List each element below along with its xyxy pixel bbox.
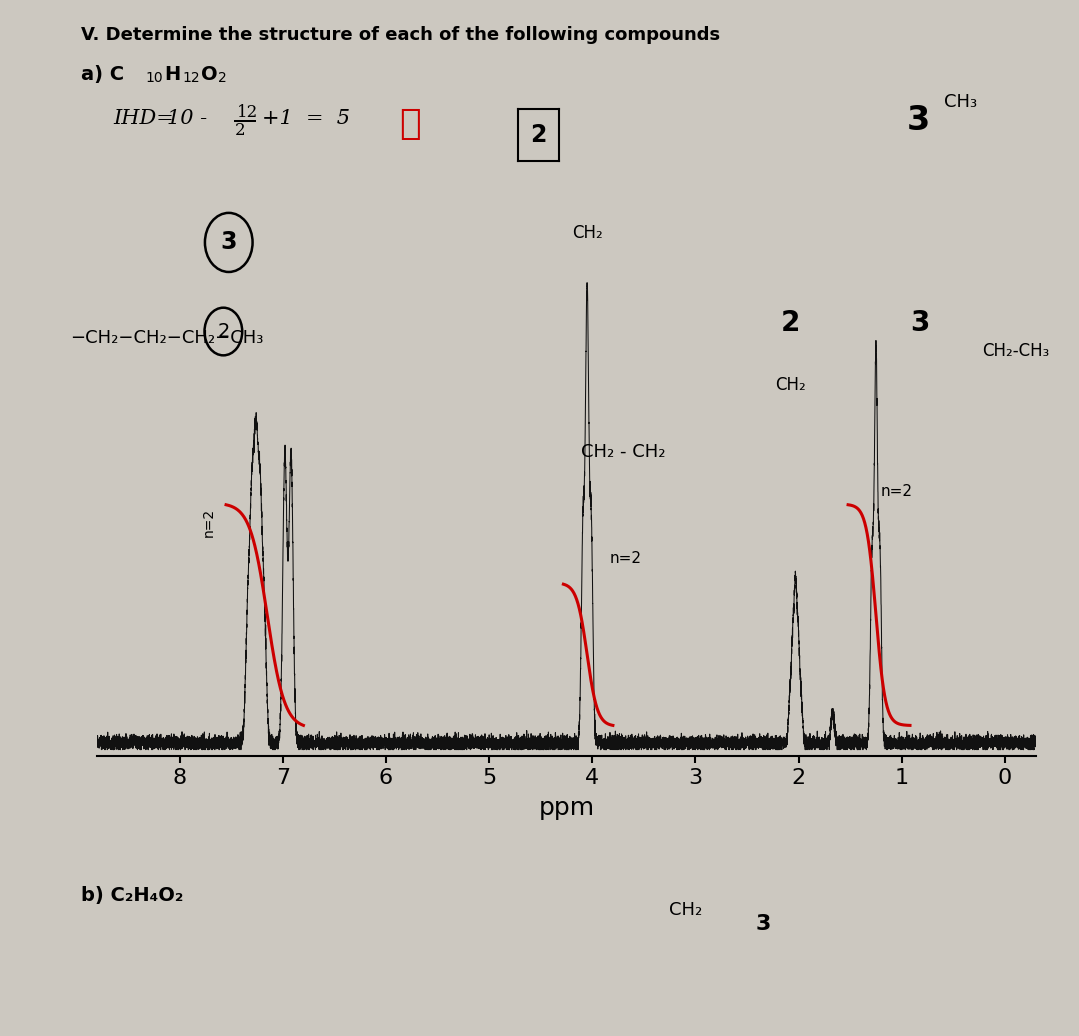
- Text: CH₃: CH₃: [944, 93, 978, 111]
- Text: 2: 2: [235, 122, 246, 139]
- Text: 3: 3: [911, 309, 930, 337]
- Text: b) C₂H₄O₂: b) C₂H₄O₂: [81, 886, 183, 904]
- Text: 10: 10: [146, 71, 163, 86]
- Text: CH₂-CH₃: CH₂-CH₃: [982, 342, 1049, 359]
- Text: H: H: [164, 65, 180, 84]
- Text: +1  =  5: +1 = 5: [262, 109, 351, 127]
- Text: 3: 3: [755, 914, 770, 933]
- Text: 10 -: 10 -: [167, 109, 207, 127]
- Text: 2: 2: [218, 71, 227, 86]
- Text: CH₂: CH₂: [572, 224, 602, 241]
- Text: 3: 3: [220, 230, 237, 255]
- Text: CH₂: CH₂: [775, 376, 806, 394]
- Text: IHD=: IHD=: [113, 109, 174, 127]
- Text: n=2: n=2: [880, 484, 913, 499]
- Text: a) C: a) C: [81, 65, 124, 84]
- Text: V. Determine the structure of each of the following compounds: V. Determine the structure of each of th…: [81, 26, 720, 44]
- Text: ✓: ✓: [399, 107, 421, 141]
- Text: n=2: n=2: [610, 551, 641, 566]
- Text: −CH₂−CH₂−CH₂−CH₃: −CH₂−CH₂−CH₂−CH₃: [70, 329, 263, 347]
- Text: n=2: n=2: [202, 508, 216, 537]
- Text: 2: 2: [530, 122, 547, 147]
- Text: 3: 3: [906, 104, 930, 137]
- Text: O: O: [201, 65, 217, 84]
- Text: 2: 2: [217, 322, 230, 341]
- X-axis label: ppm: ppm: [538, 797, 595, 821]
- Text: CH₂ - CH₂: CH₂ - CH₂: [581, 442, 666, 461]
- Text: CH₂: CH₂: [669, 901, 702, 919]
- Text: 12: 12: [182, 71, 200, 86]
- Text: 2: 2: [780, 309, 800, 337]
- Text: 12: 12: [237, 104, 259, 120]
